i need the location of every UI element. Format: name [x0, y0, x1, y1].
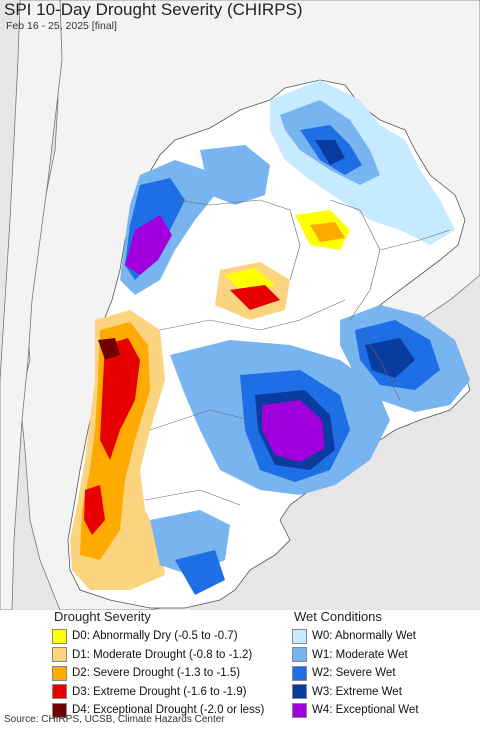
internal-borders	[144, 199, 451, 506]
swatch-d1	[52, 647, 67, 663]
swatch-d0	[52, 628, 67, 644]
source-credit: Source: CHIRPS, UCSB, Climate Hazards Ce…	[4, 714, 225, 725]
dry-zone-north-central-d3	[230, 285, 280, 310]
swatch-w4	[292, 702, 307, 718]
wet-zone-central-w4	[262, 400, 325, 462]
legend-item-w1: W1: Moderate Wet	[292, 646, 419, 665]
swatch-d4	[52, 702, 67, 718]
dry-zone-andes-south-d3	[84, 485, 105, 535]
legend-item-w4: W4: Exceptional Wet	[292, 701, 419, 720]
page-subtitle: Feb 16 - 25, 2025 [final]	[6, 20, 117, 32]
legend-label-d4: D4: Exceptional Drought (-2.0 or less)	[72, 704, 265, 717]
swatch-w3	[292, 684, 307, 700]
legend-item-d2: D2: Severe Drought (-1.3 to -1.5)	[52, 664, 264, 683]
legend-item-w3: W3: Extreme Wet	[292, 683, 419, 702]
wet-zone-paraguay-w3	[315, 140, 345, 165]
legend-drought: Drought Severity D0: Abnormally Dry (-0.…	[52, 608, 264, 720]
wet-zone-north-central	[200, 145, 270, 205]
legend-wet-heading: Wet Conditions	[294, 609, 382, 624]
legend-item-d4: D4: Exceptional Drought (-2.0 or less)	[52, 701, 264, 720]
legend-label-w1: W1: Moderate Wet	[312, 648, 408, 661]
dry-zone-chaco-d2	[310, 222, 345, 242]
chile-coast	[0, 0, 63, 610]
dry-zone-andes-d4	[98, 338, 120, 360]
swatch-d2	[52, 665, 67, 681]
legend-label-d2: D2: Severe Drought (-1.3 to -1.5)	[72, 667, 241, 680]
legend-label-w2: W2: Severe Wet	[312, 667, 396, 680]
legend-item-d3: D3: Extreme Drought (-1.6 to -1.9)	[52, 683, 264, 702]
legend-item-d1: D1: Moderate Drought (-0.8 to -1.2)	[52, 646, 264, 665]
page-title: SPI 10-Day Drought Severity (CHIRPS)	[4, 0, 303, 19]
legend-wet: Wet Conditions W0: Abnormally Wet W1: Mo…	[292, 608, 419, 720]
legend-drought-heading: Drought Severity	[54, 609, 151, 624]
wet-zone-patagonia-w2	[175, 550, 225, 595]
swatch-w2	[292, 665, 307, 681]
legend-label-d1: D1: Moderate Drought (-0.8 to -1.2)	[72, 648, 253, 661]
legend-item-w2: W2: Severe Wet	[292, 664, 419, 683]
dry-zone-andes-d3	[100, 338, 140, 460]
swatch-d3	[52, 684, 67, 700]
wet-zone-uruguay-w3	[365, 338, 415, 378]
legend-label-w3: W3: Extreme Wet	[312, 685, 402, 698]
swatch-w0	[292, 628, 307, 644]
legend-label-w0: W0: Abnormally Wet	[312, 630, 416, 643]
swatch-w1	[292, 647, 307, 663]
legend-item-d0: D0: Abnormally Dry (-0.5 to -0.7)	[52, 627, 264, 646]
legend-label-d0: D0: Abnormally Dry (-0.5 to -0.7)	[72, 630, 238, 643]
wet-zone-northwest-w4	[125, 215, 172, 275]
legend-item-w0: W0: Abnormally Wet	[292, 627, 419, 646]
legend-label-d3: D3: Extreme Drought (-1.6 to -1.9)	[72, 685, 247, 698]
drought-map	[0, 0, 480, 610]
legend-label-w4: W4: Exceptional Wet	[312, 704, 419, 717]
